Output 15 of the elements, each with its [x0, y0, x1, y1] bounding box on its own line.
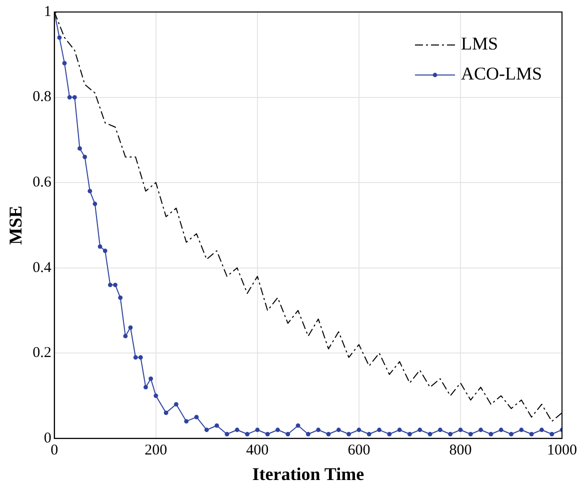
x-tick-label: 800: [449, 442, 472, 458]
y-tick-label: 0.4: [32, 260, 52, 276]
legend-label: LMS: [460, 34, 498, 54]
y-tick-label: 0.2: [32, 345, 52, 362]
y-tick-label: 0.8: [32, 89, 52, 106]
x-tick-label: 1000: [547, 442, 577, 458]
x-tick-label: 600: [348, 442, 370, 458]
y-axis-title: MSE: [5, 206, 26, 245]
y-tick-label: 0: [44, 430, 52, 446]
y-tick-label: 1: [44, 4, 52, 20]
x-axis-title: Iteration Time: [252, 464, 364, 484]
x-tick-label: 200: [144, 442, 168, 458]
x-tick-label: 400: [246, 442, 269, 458]
legend-label: ACO-LMS: [460, 64, 542, 84]
y-tick-label: 0.6: [32, 174, 52, 190]
